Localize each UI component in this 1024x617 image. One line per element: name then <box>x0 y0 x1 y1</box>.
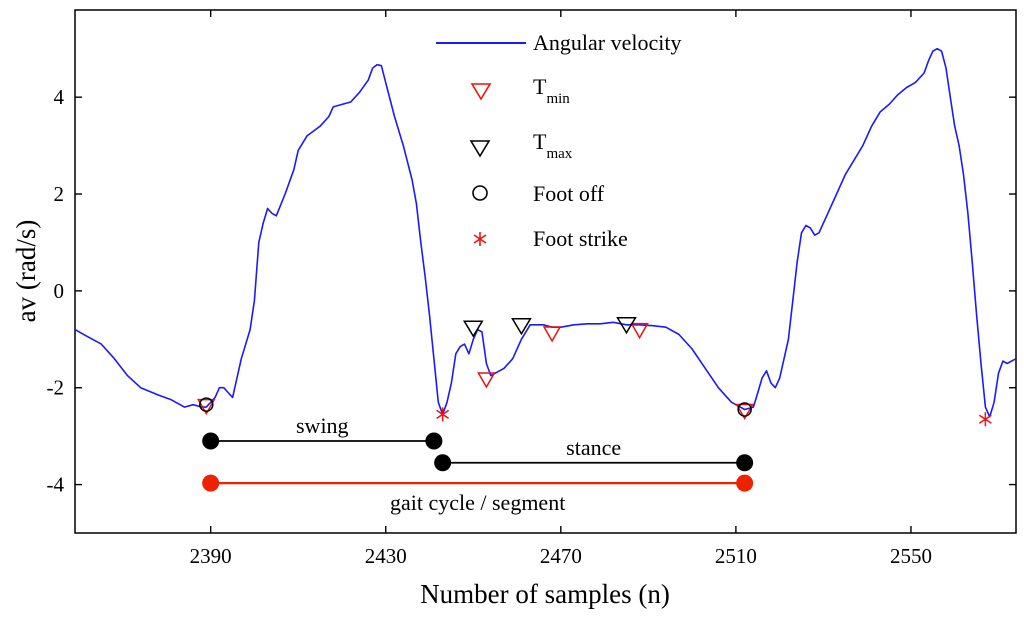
x-tick-label: 2550 <box>890 544 932 568</box>
x-tick-label: 2430 <box>365 544 407 568</box>
x-tick-label: 2510 <box>715 544 757 568</box>
foot-strike-marker <box>978 412 992 427</box>
stance-label: stance <box>566 435 621 460</box>
legend-tmin-main: T <box>533 74 547 99</box>
foot-strike-stroke <box>978 414 992 424</box>
y-tick-label: 2 <box>54 182 65 206</box>
legend-label-angular-velocity: Angular velocity <box>533 30 681 55</box>
swing-end-dot <box>425 432 443 450</box>
tmax-marker <box>511 318 532 336</box>
foot-strike-stroke <box>436 409 450 419</box>
tmin-marker <box>477 372 496 389</box>
tmin-marker <box>630 322 649 340</box>
tmin-marker <box>735 403 754 421</box>
stance-end-dot <box>736 454 754 472</box>
legend-foot-off-circle-icon <box>472 185 488 201</box>
legend-label-tmin: Tmin <box>533 74 570 107</box>
legend-tmax-main: T <box>533 129 547 154</box>
legend-tmin-triangle-icon <box>470 83 492 101</box>
y-tick-label: 4 <box>54 85 65 109</box>
legend-tmin-sub: min <box>546 91 570 107</box>
tmin-marker <box>542 326 562 343</box>
gait-cycle-start-dot <box>202 474 220 492</box>
x-tick-label: 2470 <box>540 544 582 568</box>
plot-frame <box>74 9 1017 534</box>
foot-off-marker <box>737 402 752 417</box>
legend-label-tmax: Tmax <box>533 129 573 162</box>
y-axis-title: av (rad/s) <box>11 220 41 323</box>
plot-area <box>74 47 1017 427</box>
legend-tmax-sub: max <box>546 146 572 162</box>
gait-cycle-label: gait cycle / segment <box>390 490 565 515</box>
x-tick-label: 2390 <box>190 544 232 568</box>
y-tick-label: 0 <box>54 279 65 303</box>
tmin-marker <box>197 398 216 416</box>
swing-start-dot <box>202 432 220 450</box>
legend-tmax-triangle-icon <box>469 140 491 158</box>
legend: Angular velocity Tmin Tmax Foot off Foot… <box>436 30 681 251</box>
stance-start-dot <box>434 454 452 472</box>
tmax-marker <box>462 320 484 338</box>
tmax-marker <box>616 317 637 335</box>
foot-off-marker <box>199 397 214 412</box>
foot-strike-marker <box>436 407 450 422</box>
angular-velocity-line <box>74 47 1017 418</box>
legend-label-foot-strike: Foot strike <box>533 226 628 251</box>
y-axis-ticks: 4 2 0 -2 -4 <box>47 85 1016 497</box>
x-axis-ticks: 2390 2430 2470 2510 2550 <box>190 10 932 568</box>
y-tick-label: -4 <box>47 473 65 497</box>
gait-annotations: swing stance gait cycle / segment <box>202 413 754 515</box>
legend-label-foot-off: Foot off <box>533 181 605 206</box>
x-axis-title: Number of samples (n) <box>420 579 670 609</box>
gait-cycle-end-dot <box>736 474 754 492</box>
y-tick-label: -2 <box>47 376 65 400</box>
swing-label: swing <box>296 413 349 438</box>
legend-foot-strike-asterisk-icon <box>473 232 487 246</box>
